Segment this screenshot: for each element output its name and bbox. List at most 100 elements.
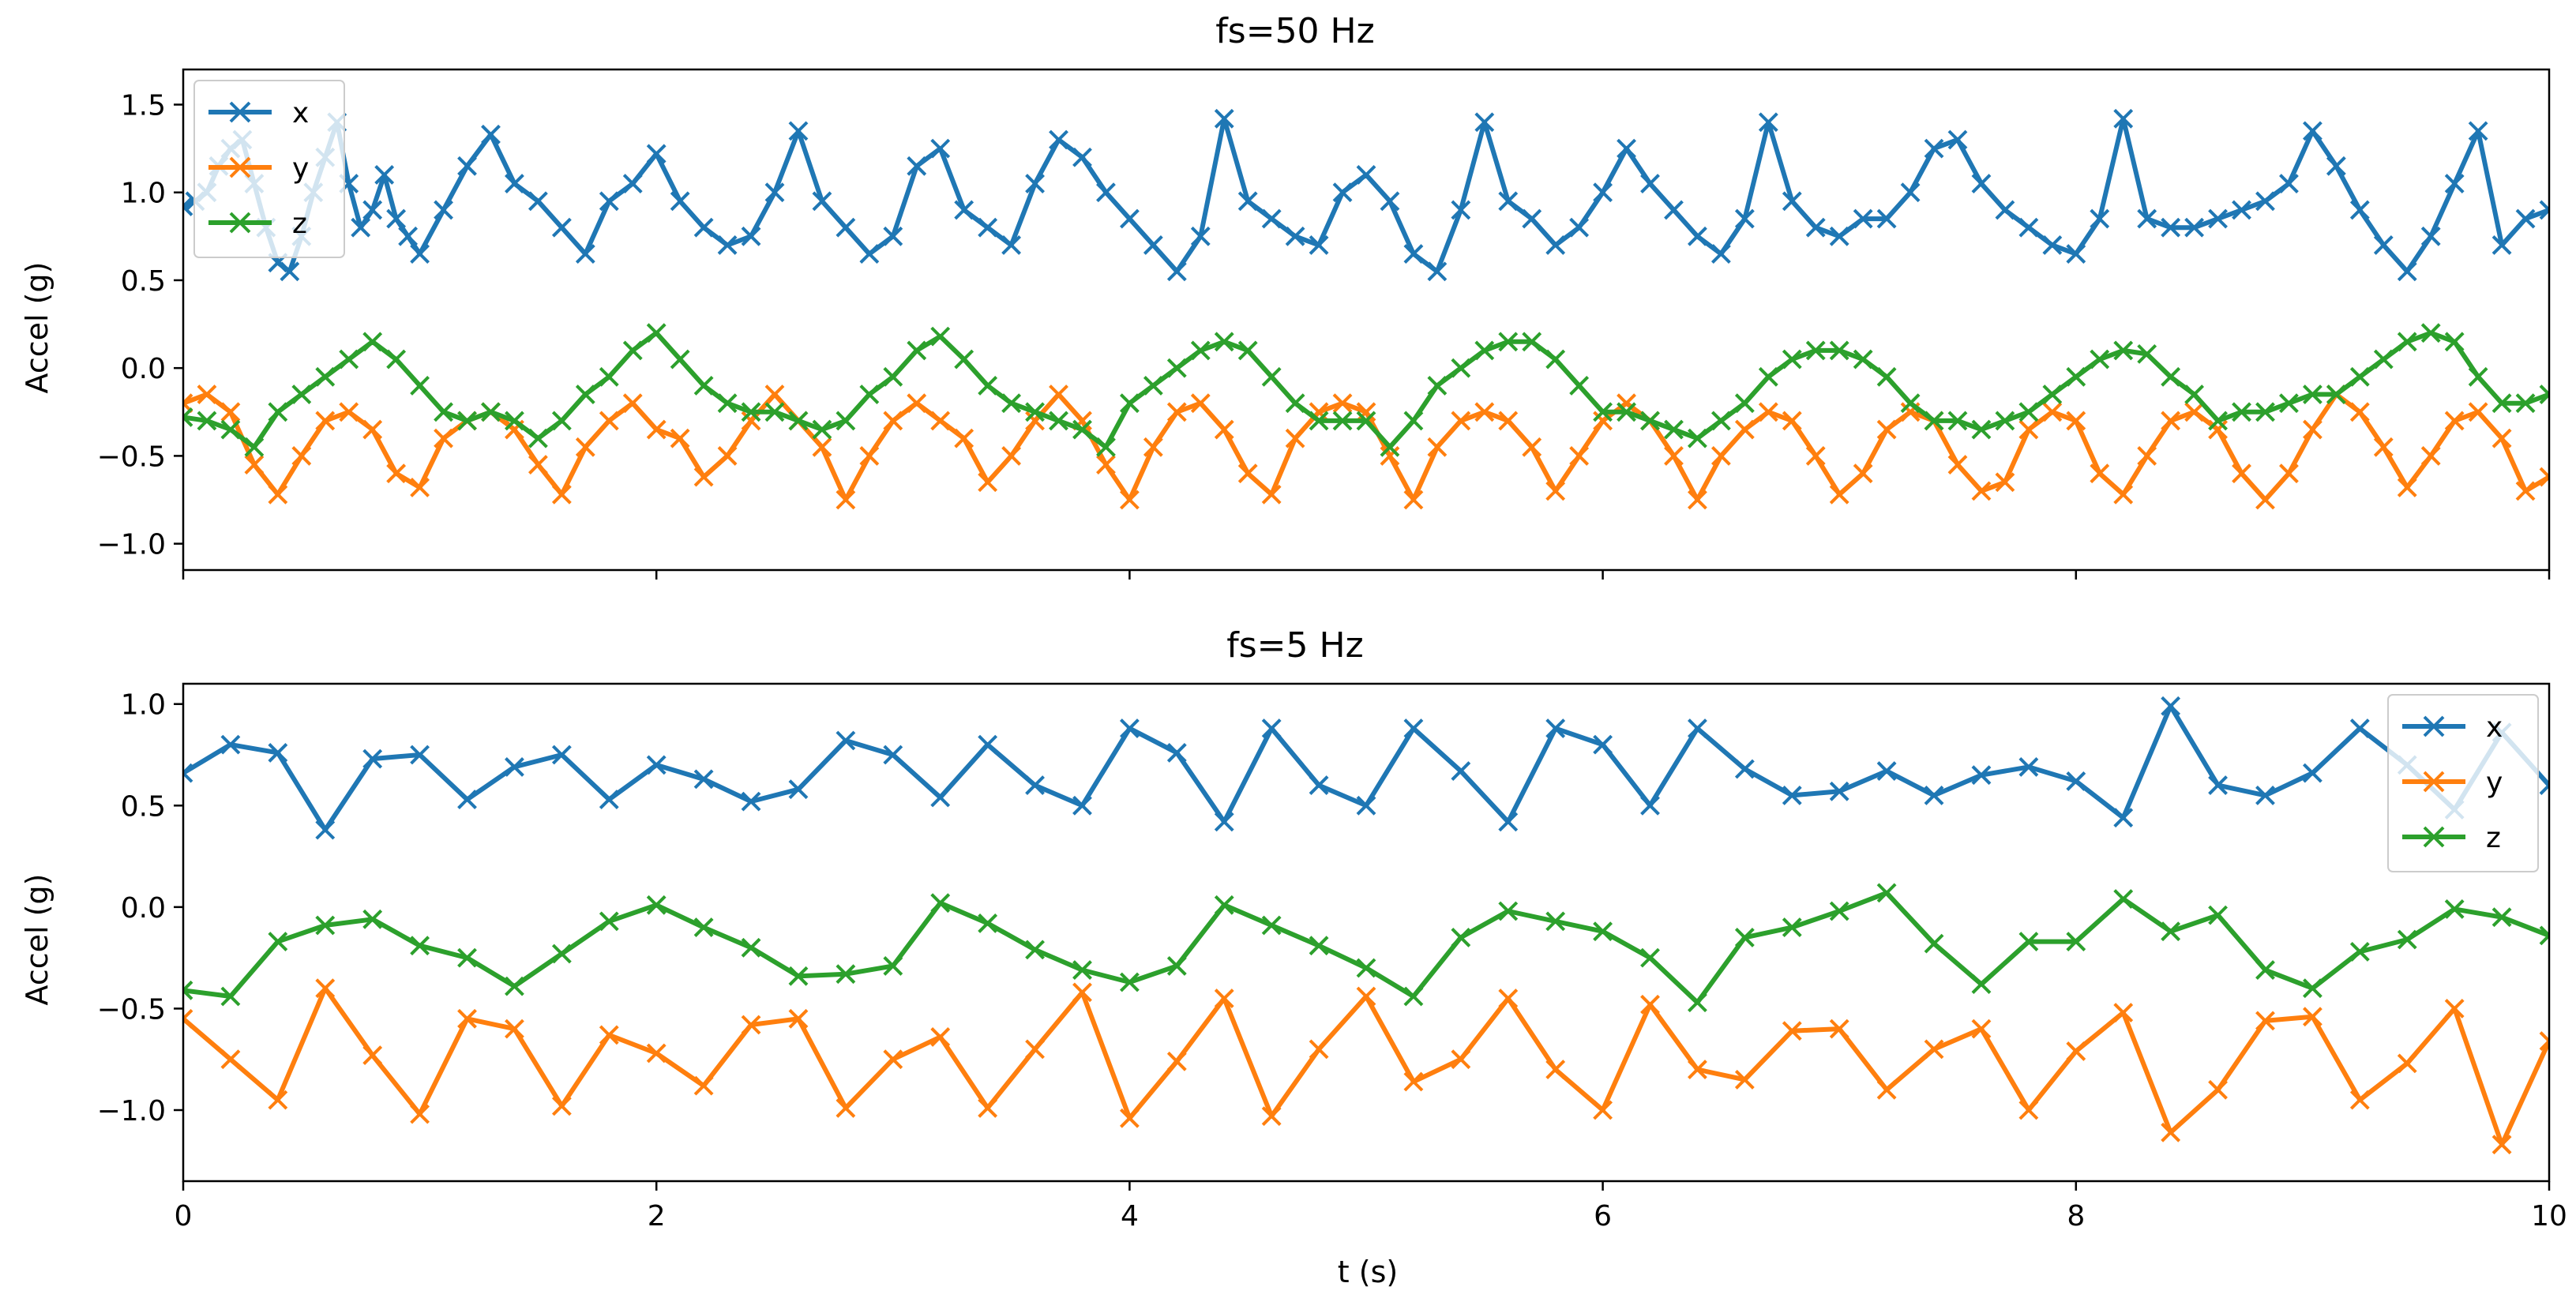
data-point-x (575, 244, 595, 264)
data-point-z (1451, 928, 1471, 947)
data-point-y (2208, 1079, 2228, 1100)
data-point-y (551, 484, 572, 505)
data-point-x (1049, 129, 1068, 150)
data-point-z (2444, 332, 2465, 352)
data-point-z (220, 986, 241, 1007)
data-point-y (551, 1096, 572, 1116)
data-point-y (1640, 994, 1660, 1015)
series-layer-bottom (183, 696, 2549, 1155)
data-point-z (693, 917, 714, 937)
data-point-x (646, 144, 667, 164)
data-point-z (1166, 956, 1187, 976)
data-point-x (1710, 244, 1731, 264)
legend-marker-z (229, 212, 251, 234)
data-point-x (2468, 121, 2488, 141)
legend-entry-x: x (2402, 711, 2503, 744)
data-point-y (2161, 411, 2181, 431)
data-point-z (954, 349, 974, 370)
data-point-y (1049, 385, 1068, 404)
data-point-y (362, 1045, 383, 1065)
data-point-x (362, 200, 383, 220)
data-point-y (1119, 490, 1140, 510)
data-point-y (268, 1090, 288, 1110)
data-point-z (1805, 340, 1826, 361)
data-point-z (2208, 905, 2228, 925)
data-point-x (930, 138, 951, 159)
data-point-y (930, 411, 951, 431)
data-point-z (622, 340, 643, 361)
data-point-y (2137, 445, 2157, 466)
data-point-x (2302, 763, 2323, 783)
data-point-x (1569, 217, 1590, 238)
axes-layer-bottom: −1.0 −0.5 0.0 0.5 1.0 0 2 4 6 8 10 (97, 682, 2567, 1232)
data-point-z (551, 411, 572, 431)
data-point-x (1758, 112, 1778, 133)
data-point-y (1853, 463, 1873, 484)
data-point-y (1261, 1106, 1282, 1127)
data-point-y (2090, 463, 2110, 484)
data-point-z (505, 976, 524, 996)
data-point-z (2468, 366, 2488, 387)
data-point-y (1805, 445, 1826, 466)
data-point-x (788, 779, 809, 800)
data-point-z (1427, 376, 1448, 396)
data-point-y (1285, 428, 1305, 448)
data-point-z (291, 385, 312, 404)
data-point-x (1995, 200, 2015, 220)
data-point-x (1640, 174, 1660, 194)
legend-marker-x (229, 101, 251, 123)
data-point-z (1734, 928, 1755, 947)
data-point-z (646, 323, 667, 343)
data-point-z (693, 376, 714, 396)
data-point-x (1829, 226, 1849, 246)
data-point-y (183, 393, 193, 414)
data-point-z (2444, 899, 2465, 919)
legend-marker-x (2423, 715, 2445, 737)
data-point-x (2420, 226, 2441, 246)
data-point-z (410, 376, 430, 396)
data-point-z (1049, 411, 1068, 431)
data-point-z (1664, 419, 1684, 440)
data-point-x (788, 121, 809, 141)
data-point-z (1025, 940, 1045, 960)
data-point-z (1498, 332, 1519, 352)
data-point-x (2161, 217, 2181, 238)
data-point-x (1545, 235, 1566, 255)
data-point-z (1640, 947, 1660, 968)
y-axis-label-top: Accel (g) (20, 262, 54, 394)
data-point-y (2018, 1100, 2039, 1120)
data-point-z (2515, 393, 2536, 414)
data-point-y (954, 428, 974, 448)
data-point-z (1332, 411, 1353, 431)
data-point-z (268, 932, 288, 951)
data-point-z (183, 980, 193, 1000)
y-tick-label: −1.0 (97, 1095, 166, 1127)
data-point-y (1427, 437, 1448, 457)
legend-label-y: y (292, 152, 309, 185)
legend-marker-z (2423, 826, 2445, 848)
data-point-y (457, 1008, 477, 1029)
data-point-x (1688, 718, 1707, 738)
data-point-x (2349, 718, 2370, 738)
data-point-y (434, 428, 453, 448)
data-point-x (2302, 121, 2323, 141)
data-point-x (1971, 765, 1992, 786)
data-point-y (2492, 428, 2512, 448)
data-point-z (1309, 936, 1329, 956)
legend-marker-icon (229, 101, 251, 123)
data-point-y (622, 393, 643, 414)
data-point-x (954, 200, 974, 220)
data-point-y (2373, 437, 2394, 457)
data-point-z (1474, 340, 1495, 361)
data-point-z (315, 366, 336, 387)
data-point-y (1190, 393, 1211, 414)
data-point-z (2539, 385, 2549, 404)
data-point-x (1403, 718, 1424, 738)
data-point-x (2113, 808, 2134, 828)
y-tick-label: 0.0 (121, 353, 166, 385)
data-point-y (859, 445, 880, 466)
data-point-y (2515, 481, 2536, 501)
data-point-z (1119, 972, 1140, 992)
data-point-z (1166, 358, 1187, 378)
chart-title-bottom: fs=5 Hz (1226, 625, 1363, 666)
